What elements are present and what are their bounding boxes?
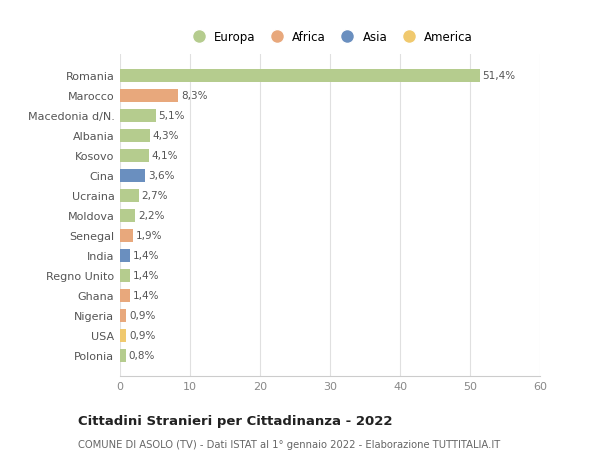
Text: 2,7%: 2,7% (142, 191, 168, 201)
Text: 4,3%: 4,3% (153, 131, 179, 141)
Text: 5,1%: 5,1% (158, 111, 185, 121)
Text: 1,4%: 1,4% (133, 270, 159, 280)
Bar (120, 129, 150, 142)
Bar (120, 169, 145, 182)
Bar (120, 309, 127, 322)
Text: 8,3%: 8,3% (181, 91, 208, 101)
Bar (120, 150, 149, 162)
Text: 1,4%: 1,4% (133, 251, 159, 261)
Legend: Europa, Africa, Asia, America: Europa, Africa, Asia, America (185, 29, 475, 46)
Text: 0,9%: 0,9% (129, 330, 155, 340)
Bar (120, 329, 127, 342)
Bar (120, 70, 480, 83)
Text: 0,9%: 0,9% (129, 310, 155, 320)
Bar (120, 90, 178, 102)
Bar (120, 229, 133, 242)
Text: 1,9%: 1,9% (136, 231, 163, 241)
Text: 51,4%: 51,4% (482, 71, 516, 81)
Bar (120, 269, 130, 282)
Text: 2,2%: 2,2% (138, 211, 164, 221)
Bar (120, 289, 130, 302)
Text: 4,1%: 4,1% (151, 151, 178, 161)
Bar (120, 110, 156, 123)
Bar (120, 189, 139, 202)
Bar (120, 349, 125, 362)
Text: Cittadini Stranieri per Cittadinanza - 2022: Cittadini Stranieri per Cittadinanza - 2… (78, 414, 392, 428)
Bar (120, 209, 136, 222)
Text: 1,4%: 1,4% (133, 291, 159, 301)
Text: 3,6%: 3,6% (148, 171, 175, 181)
Bar (120, 249, 130, 262)
Text: 0,8%: 0,8% (128, 350, 155, 360)
Text: COMUNE DI ASOLO (TV) - Dati ISTAT al 1° gennaio 2022 - Elaborazione TUTTITALIA.I: COMUNE DI ASOLO (TV) - Dati ISTAT al 1° … (78, 440, 500, 449)
